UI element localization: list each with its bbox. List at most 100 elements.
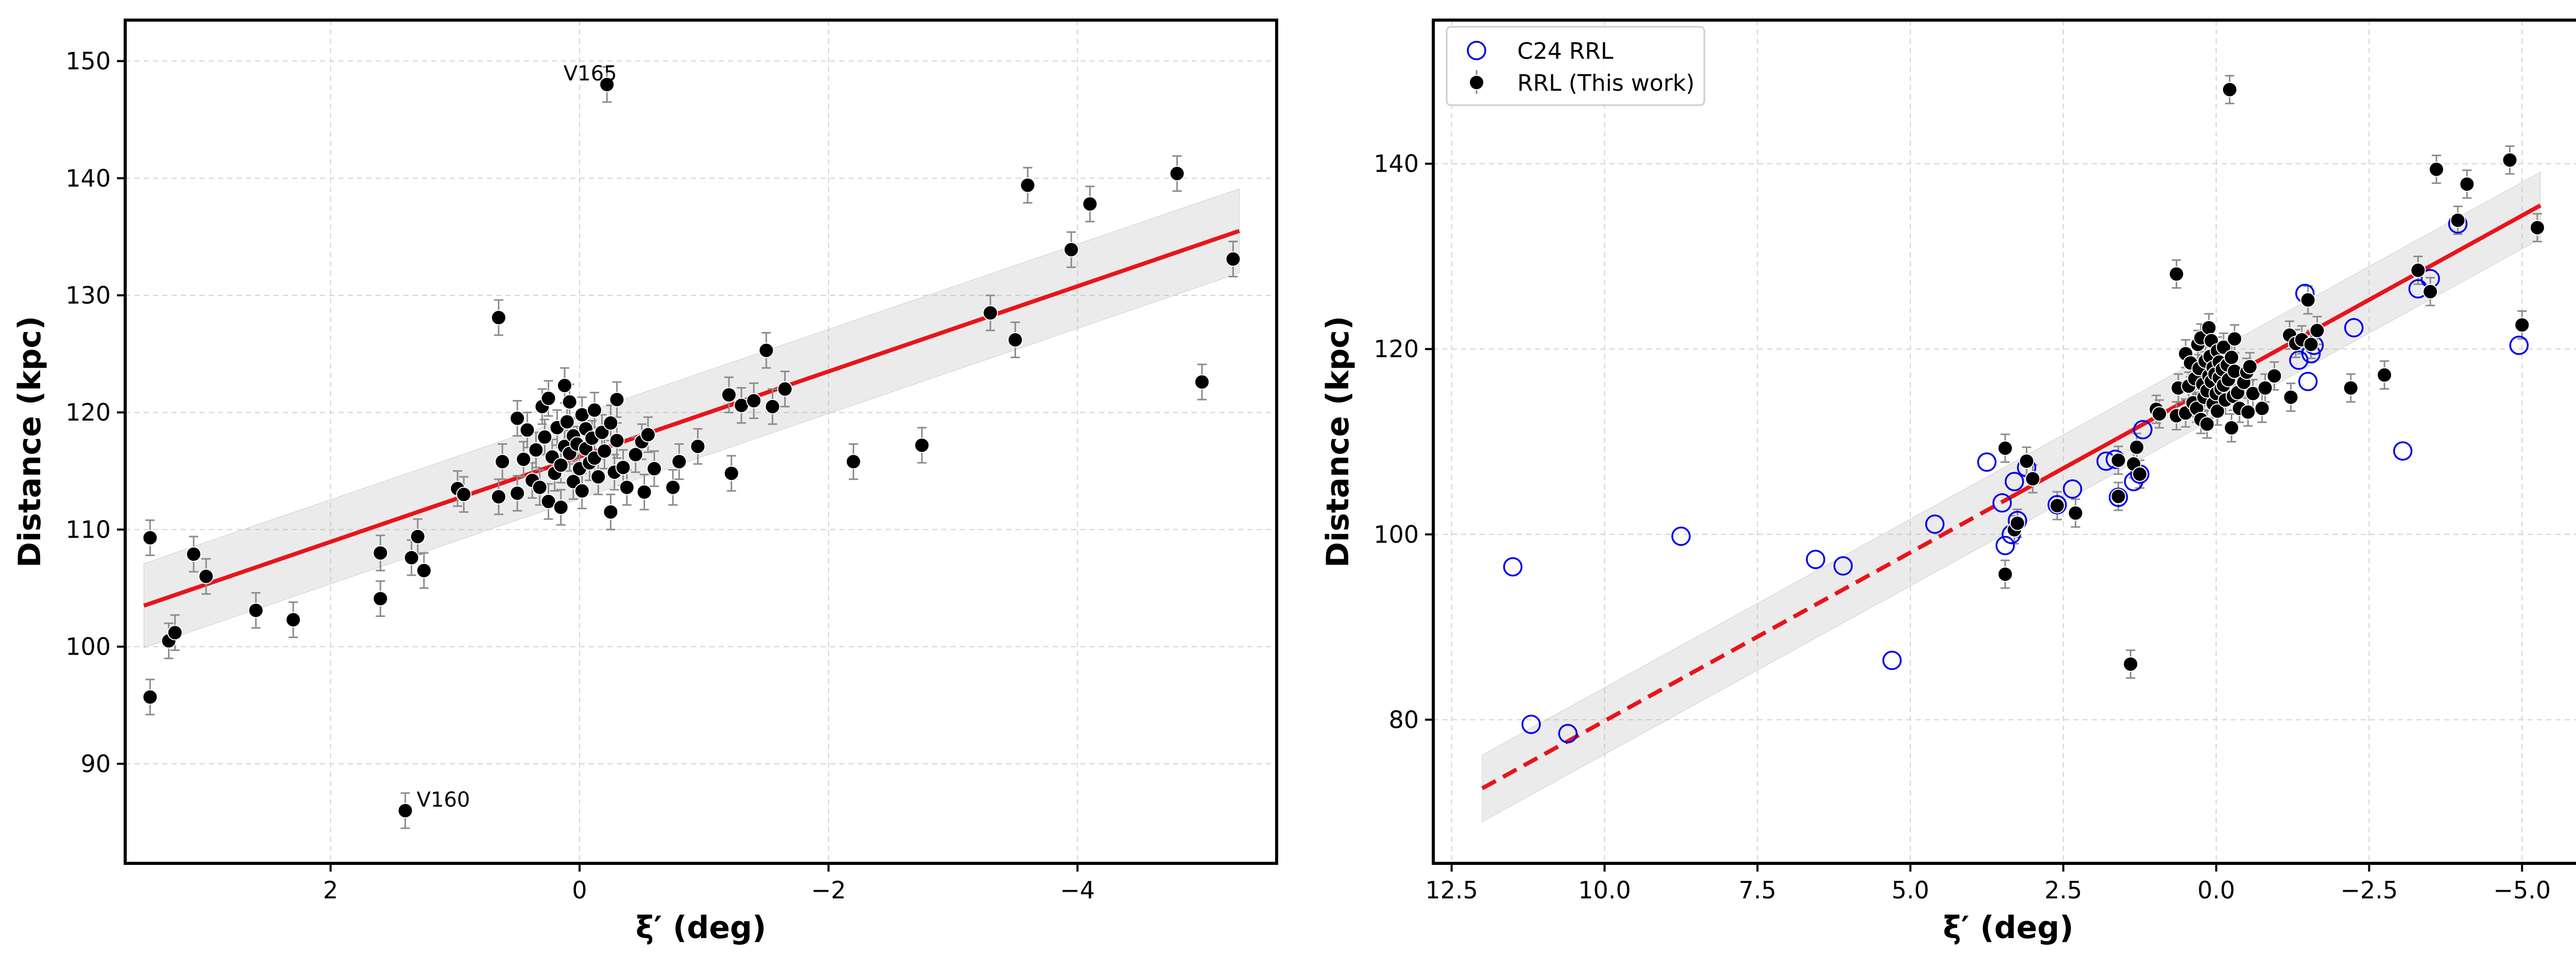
left-rrl-point bbox=[597, 443, 613, 459]
left-fit-line bbox=[143, 229, 1240, 608]
legend-label-c24: C24 RRL bbox=[1517, 38, 1614, 64]
right-rrl-point bbox=[2343, 380, 2359, 396]
right-rrl-point bbox=[2450, 212, 2466, 228]
left-y-tick-label: 120 bbox=[65, 398, 111, 426]
right-rrl-point bbox=[2240, 404, 2256, 420]
left-rrl-point bbox=[510, 485, 526, 501]
right-rrl-point bbox=[2025, 471, 2041, 487]
right-y-tick-label: 100 bbox=[1374, 521, 1419, 548]
right-c24-point bbox=[1521, 714, 1541, 734]
right-c24-point bbox=[2108, 488, 2128, 507]
right-rrl-point bbox=[2222, 81, 2238, 97]
right-rrl-point bbox=[2309, 323, 2325, 339]
left-x-tick-label: −2 bbox=[811, 876, 846, 904]
left-y-ticks: 90 100 110 120 130 140 150 bbox=[65, 47, 125, 778]
right-rrl-point bbox=[2132, 466, 2148, 482]
left-rrl-point bbox=[636, 484, 652, 500]
left-rrl-point bbox=[142, 689, 158, 705]
left-rrl-point bbox=[1020, 177, 1036, 193]
left-rrl-point bbox=[532, 479, 548, 495]
right-rrl-point bbox=[2303, 337, 2319, 353]
right-rrl-point bbox=[2224, 349, 2240, 365]
right-rrl-point bbox=[2514, 317, 2530, 333]
left-rrl-point bbox=[167, 625, 183, 641]
left-rrl-point bbox=[1007, 332, 1023, 348]
right-rrl-point bbox=[2422, 283, 2438, 299]
left-rrl-point bbox=[646, 461, 662, 477]
right-x-tick-label: 12.5 bbox=[1425, 876, 1478, 904]
left-rrl-point bbox=[628, 446, 643, 462]
right-rrl-point bbox=[2110, 452, 2126, 468]
right-y-tick-label: 80 bbox=[1388, 706, 1419, 733]
left-panel: V165 V160 2 0 −2 −4 90 100 110 120 130 140 150 ξ′ … bbox=[12, 19, 1278, 946]
legend-marker-c24 bbox=[1467, 41, 1486, 60]
right-rrl-point bbox=[1997, 440, 2013, 456]
right-c24-point bbox=[2289, 350, 2309, 370]
left-rrl-point bbox=[516, 452, 532, 467]
left-rrl-point bbox=[609, 432, 625, 448]
left-rrl-point bbox=[372, 545, 388, 561]
right-c24-point bbox=[1806, 549, 1825, 570]
left-rrl-point bbox=[586, 402, 602, 418]
right-rrl-point bbox=[2502, 152, 2518, 168]
left-x-tick-label: −4 bbox=[1060, 876, 1095, 904]
right-rrl-point bbox=[2049, 498, 2065, 514]
left-rrl-point bbox=[403, 549, 419, 565]
left-x-axis-label: ξ′ (deg) bbox=[636, 910, 767, 946]
left-rrl-point bbox=[198, 569, 214, 584]
right-c24-point bbox=[1977, 452, 1997, 472]
right-c24-point bbox=[2062, 479, 2082, 499]
left-rrl-point bbox=[397, 803, 413, 818]
right-points bbox=[1503, 81, 2545, 744]
left-rrl-point bbox=[758, 342, 774, 358]
right-x-ticks: 12.5 10.0 7.5 5.0 2.5 0.0 −2.5 −5.0 bbox=[1425, 863, 2551, 904]
left-y-tick-label: 110 bbox=[65, 515, 111, 543]
right-panel: 12.5 10.0 7.5 5.0 2.5 0.0 −2.5 −5.0 80 100 120 140… bbox=[1320, 19, 2576, 946]
left-rrl-point bbox=[665, 479, 681, 495]
left-rrl-point bbox=[721, 387, 737, 403]
right-rrl-point bbox=[2201, 320, 2217, 336]
left-rrl-point bbox=[1063, 242, 1079, 258]
left-rrl-point bbox=[248, 603, 264, 619]
left-rrl-point bbox=[285, 612, 301, 628]
right-x-tick-label: −5.0 bbox=[2493, 876, 2551, 904]
right-c24-point bbox=[2047, 495, 2067, 515]
left-x-tick-label: 0 bbox=[572, 876, 587, 904]
left-rrl-point bbox=[765, 398, 781, 414]
right-rrl-point bbox=[2257, 380, 2273, 396]
left-annotations: V165 V160 bbox=[417, 62, 617, 812]
left-y-tick-label: 140 bbox=[65, 164, 111, 192]
right-y-axis-label: Distance (kpc) bbox=[1320, 316, 1356, 567]
left-rrl-point bbox=[490, 489, 506, 505]
right-rrl-point bbox=[2123, 656, 2139, 672]
left-gridlines bbox=[125, 20, 1277, 863]
right-c24-point bbox=[1558, 724, 1578, 744]
right-x-axis-label: ξ′ (deg) bbox=[1943, 910, 2074, 946]
left-y-axis-label: Distance (kpc) bbox=[12, 316, 48, 567]
left-fit-line-solid bbox=[143, 229, 1240, 608]
legend-marker-rrl bbox=[1469, 75, 1484, 90]
left-rrl-point bbox=[410, 529, 426, 545]
right-fit-line bbox=[1481, 204, 2541, 791]
right-x-tick-label: 5.0 bbox=[1891, 876, 1929, 904]
left-rrl-point bbox=[510, 410, 526, 426]
right-rrl-point bbox=[2242, 359, 2258, 375]
left-rrl-point bbox=[982, 305, 998, 321]
right-c24-point bbox=[2005, 472, 2024, 492]
right-rrl-point bbox=[2067, 505, 2083, 521]
left-rrl-point bbox=[590, 469, 606, 485]
left-rrl-point bbox=[845, 454, 861, 470]
right-c24-point bbox=[2393, 441, 2413, 461]
right-c24-point bbox=[1833, 556, 1853, 576]
right-c24-point bbox=[2133, 420, 2153, 440]
right-c24-point bbox=[2298, 372, 2318, 391]
left-rrl-point bbox=[528, 442, 544, 458]
right-rrl-point bbox=[2410, 262, 2426, 278]
right-c24-point bbox=[2509, 336, 2529, 355]
left-rrl-point bbox=[372, 591, 388, 607]
left-rrl-point bbox=[1194, 374, 1210, 390]
left-rrl-point bbox=[746, 393, 762, 409]
left-points bbox=[142, 76, 1241, 818]
